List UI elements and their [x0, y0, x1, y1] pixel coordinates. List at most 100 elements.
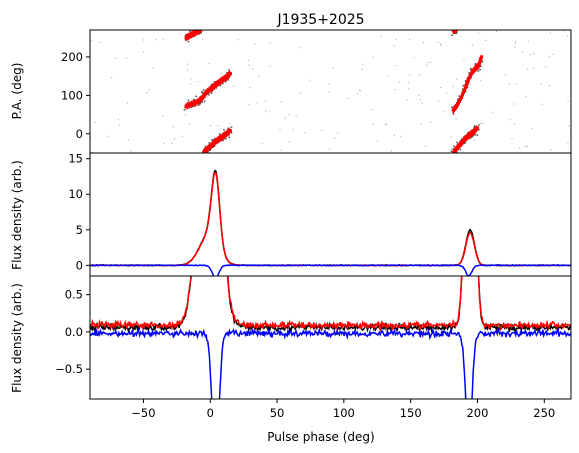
- pa-background-point: [513, 123, 515, 125]
- pa-background-point: [566, 35, 569, 37]
- pa-background-point: [540, 83, 542, 85]
- pa-background-point: [413, 57, 415, 59]
- pa-scatter-point: [459, 148, 462, 151]
- pa-background-point: [438, 100, 440, 102]
- pa-background-point: [186, 69, 188, 71]
- pa-scatter-point: [210, 92, 213, 95]
- pa-scatter-point: [228, 136, 231, 139]
- pa-background-point: [295, 116, 297, 118]
- flux-series-line: [90, 263, 571, 276]
- pa-background-point: [526, 145, 528, 147]
- pa-scatter-point: [477, 70, 480, 72]
- pa-background-point: [111, 77, 113, 79]
- pa-scatter-point: [208, 142, 211, 144]
- pa-background-point: [292, 128, 294, 130]
- zoom-plot-area: [90, 276, 571, 399]
- pa-background-point: [399, 81, 401, 83]
- pa-background-point: [155, 39, 157, 41]
- x-axis-label: Pulse phase (deg): [267, 430, 374, 444]
- pa-background-point: [371, 109, 373, 111]
- pa-background-point: [568, 125, 570, 127]
- pa-scatter-point: [195, 95, 198, 98]
- pa-background-point: [247, 59, 249, 62]
- pa-background-point: [531, 127, 533, 130]
- pa-scatter-point: [189, 30, 191, 32]
- pa-background-point: [288, 113, 290, 115]
- pa-scatter-point: [230, 126, 233, 128]
- pa-scatter-point: [452, 148, 455, 150]
- pa-background-point: [394, 64, 397, 67]
- pa-background-point: [309, 79, 311, 81]
- pa-background-point: [197, 80, 199, 83]
- pa-background-point: [162, 38, 164, 40]
- pa-background-point: [533, 53, 535, 55]
- pa-point: [456, 101, 460, 105]
- pa-background-point: [279, 129, 281, 131]
- pa-background-point: [525, 96, 527, 98]
- pa-background-point: [206, 96, 208, 98]
- pa-scatter-point: [202, 89, 205, 91]
- flux-ytick-label: 5: [76, 223, 83, 237]
- x-tick-label: 250: [533, 406, 555, 420]
- pa-ytick-label: 0: [76, 127, 83, 141]
- pa-background-point: [128, 139, 130, 141]
- pa-scatter-point: [476, 134, 479, 137]
- pa-background-point: [152, 67, 154, 69]
- x-tick-label: 150: [400, 406, 422, 420]
- pa-scatter-point: [462, 84, 465, 87]
- pa-background-point: [521, 51, 523, 53]
- x-axis-ticks: −50 0 50 100 150 200 250: [131, 399, 555, 420]
- pa-background-point: [452, 85, 454, 87]
- pa-point: [228, 129, 232, 133]
- pa-background-point: [184, 114, 187, 116]
- pa-background-point: [220, 72, 222, 75]
- pa-background-point: [114, 57, 116, 60]
- zoom-ytick-label: −0.5: [55, 362, 83, 376]
- pa-background-point: [300, 92, 302, 94]
- pa-background-point: [125, 57, 127, 59]
- pa-background-point: [393, 45, 395, 47]
- pa-background-point: [248, 64, 250, 66]
- pa-background-point: [142, 51, 144, 53]
- pa-point: [469, 72, 473, 76]
- pa-background-point: [321, 129, 323, 131]
- pa-background-point: [148, 89, 150, 91]
- pa-background-point: [455, 118, 457, 120]
- pa-background-point: [395, 39, 397, 41]
- pa-scatter-point: [224, 138, 227, 140]
- flux-ylabel: Flux density (arb.): [10, 160, 24, 270]
- pa-background-point: [258, 76, 260, 78]
- pa-background-point: [189, 83, 192, 85]
- pa-scatter-point: [479, 68, 481, 71]
- pa-ylabel: P.A. (deg): [10, 63, 24, 120]
- pa-point: [479, 57, 483, 61]
- pa-background-point: [511, 138, 513, 140]
- pa-scatter-point: [200, 31, 203, 34]
- pa-background-point: [473, 139, 475, 141]
- pa-background-point: [518, 147, 521, 149]
- pa-background-point: [548, 85, 551, 87]
- pa-background-point: [171, 142, 173, 144]
- pa-background-point: [492, 111, 494, 113]
- pa-background-point: [90, 40, 92, 42]
- pa-background-point: [362, 63, 364, 65]
- pa-background-point: [419, 99, 421, 101]
- pa-scatter-point: [456, 141, 458, 144]
- pa-point: [463, 86, 467, 90]
- pa-background-point: [549, 32, 552, 34]
- pa-scatter-point: [203, 100, 206, 103]
- pa-background-point: [548, 55, 551, 57]
- pa-background-point: [515, 40, 517, 42]
- pa-background-point: [337, 132, 339, 134]
- pa-scatter-point: [187, 40, 190, 43]
- pa-background-point: [261, 142, 263, 144]
- pa-background-point: [190, 78, 192, 80]
- pa-background-point: [280, 149, 282, 151]
- pa-background-point: [217, 125, 219, 127]
- zoom-ytick-label: 0.0: [65, 325, 83, 339]
- pa-background-point: [450, 149, 452, 151]
- pa-background-point: [347, 97, 349, 100]
- pa-background-point: [408, 88, 410, 90]
- pa-point: [464, 84, 468, 88]
